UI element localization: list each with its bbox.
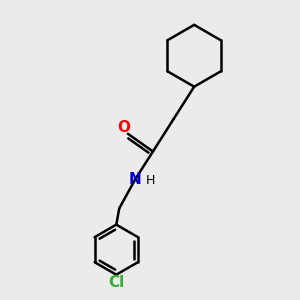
Text: O: O — [117, 120, 130, 135]
Text: H: H — [146, 174, 155, 187]
Text: N: N — [129, 172, 142, 187]
Text: Cl: Cl — [108, 274, 124, 290]
